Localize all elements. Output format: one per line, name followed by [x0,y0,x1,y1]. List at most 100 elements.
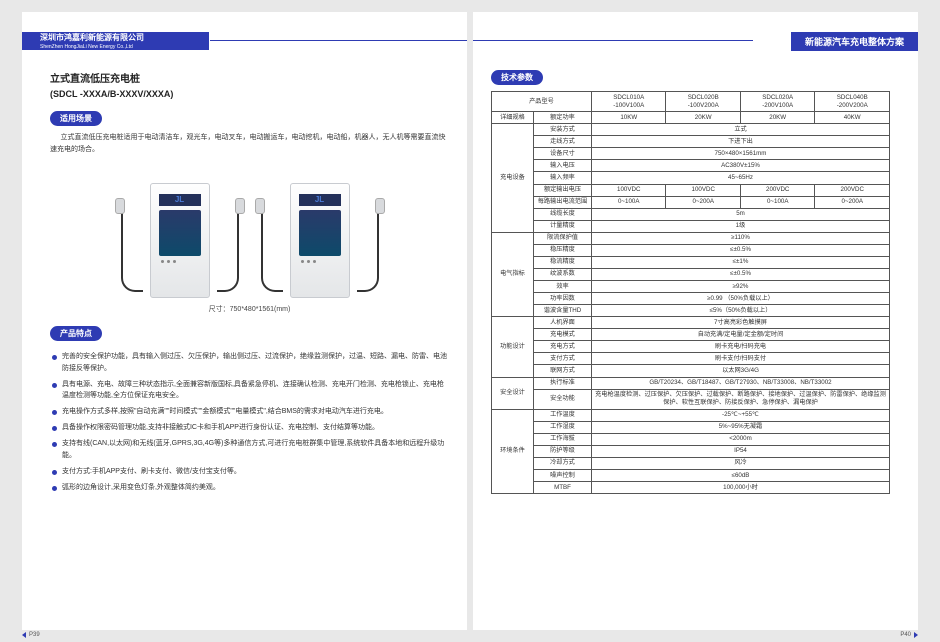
spec-cell: 风冷 [592,457,890,469]
feature-item: 支持有线(CAN,以太网)和无线(蓝牙,GPRS,3G,4G等)多种通信方式,可… [50,438,449,462]
spec-cell: ≤±0.5% [592,244,890,256]
spec-param: 支付方式 [534,353,592,365]
features-list: 完善的安全保护功能，具有输入侧过压、欠压保护，输出侧过压、过流保护，绝缘监测保护… [50,351,449,494]
spec-cell: -25℃~+55℃ [592,409,890,421]
feature-item: 完善的安全保护功能，具有输入侧过压、欠压保护，输出侧过压、过流保护，绝缘监测保护… [50,351,449,375]
spec-cell: 0~100A [592,196,666,208]
spec-param: 谐波含量THD [534,305,592,317]
page-number-left: P39 [22,632,40,638]
right-content: 技术参数 产品型号SDCL010A-100V100ASDCL020B-100V2… [491,70,890,494]
spec-param: 功率因数 [534,293,592,305]
tech-pill: 技术参数 [491,70,543,85]
spec-cat: 电气指标 [492,232,534,316]
spec-param: 联网方式 [534,365,592,377]
spec-cell: 刷卡充电/扫码充电 [592,341,890,353]
spec-cell: IP54 [592,445,890,457]
spec-param: MTBF [534,482,592,494]
spec-param: 人机界面 [534,317,592,329]
charger-image-2: JL [265,168,375,298]
spec-cell: 刷卡支付/扫码支付 [592,353,890,365]
page-left: 深圳市鸿嘉利新能源有限公司 ShenZhen HongJiaLi New Ene… [22,12,467,630]
header-right: 新能源汽车充电整体方案 [473,32,918,50]
spec-table: 产品型号SDCL010A-100V100ASDCL020B-100V200ASD… [491,91,890,494]
spec-param: 防护等级 [534,445,592,457]
spec-cell: GB/T20234、GB/T18487、GB/T27930、NB/T33008、… [592,377,890,389]
spec-cell: 立式 [592,124,890,136]
spec-cell: 以太网3G/4G [592,365,890,377]
spec-cat: 功能设计 [492,317,534,377]
spec-param: 稳流精度 [534,256,592,268]
spec-param: 效率 [534,281,592,293]
product-model: (SDCL -XXXA/B-XXXV/XXXA) [50,89,449,99]
spec-param: 设备尺寸 [534,148,592,160]
spec-cell: ≤60dB [592,470,890,482]
spec-param: 限流保护值 [534,232,592,244]
spec-cell: 0~100A [740,196,814,208]
spec-cell: 0~200A [815,196,890,208]
spec-model-col: SDCL040B-200V200A [815,92,890,112]
header-rule [210,40,467,41]
dimension-text: 尺寸：750*480*1561(mm) [50,304,449,314]
spec-param: 充电模式 [534,329,592,341]
spec-cell: ≥92% [592,281,890,293]
spec-param: 纹波系数 [534,268,592,280]
header-left: 深圳市鸿嘉利新能源有限公司 ShenZhen HongJiaLi New Ene… [22,32,467,50]
spec-cell: 自动充满/定电量/定金额/定时间 [592,329,890,341]
triangle-left-icon [22,632,26,638]
spec-cell: 100VDC [592,184,666,196]
triangle-right-icon [914,632,918,638]
solution-title: 新能源汽车充电整体方案 [791,32,918,51]
spec-cell: <2000m [592,433,890,445]
page-right: 新能源汽车充电整体方案 技术参数 产品型号SDCL010A-100V100ASD… [473,12,918,630]
feature-item: 具备操作权限密码管理功能,支持非接触式IC卡和手机APP进行身份认证、充电控制、… [50,422,449,434]
spec-param: 每路输出电流范围 [534,196,592,208]
spec-cell: 45~65Hz [592,172,890,184]
page-number-right: P40 [900,632,918,638]
spec-model-col: SDCL010A-100V100A [592,92,666,112]
feature-item: 支付方式:手机APP支付、刷卡支付、微信/支付宝支付等。 [50,466,449,478]
spec-cell: 1级 [592,220,890,232]
spec-cell: ≤±1% [592,256,890,268]
spec-param: 执行标准 [534,377,592,389]
spec-param: 冷却方式 [534,457,592,469]
charger-image-1: JL [125,168,235,298]
spec-cell: 750×480×1561mm [592,148,890,160]
spec-cell: 100,000小时 [592,482,890,494]
spec-cell: 7寸高亮彩色触摸屏 [592,317,890,329]
spec-param: 稳压精度 [534,244,592,256]
spec-param: 噪声控制 [534,470,592,482]
spec-cell: 0~200A [666,196,740,208]
spec-param: 计量精度 [534,220,592,232]
product-title: 立式直流低压充电桩 [50,70,449,85]
feature-item: 具有电源、充电、故障三种状态指示,全面兼容新版国标,具备紧急停机、连接确认检测、… [50,379,449,403]
spec-cell: ≤±0.5% [592,268,890,280]
spec-head-model: 产品型号 [492,92,592,112]
header-rule-right [473,40,753,41]
spec-param: 走线方式 [534,136,592,148]
spec-param: 额定输出电压 [534,184,592,196]
spec-param: 工作湿度 [534,421,592,433]
spec-cell: 200VDC [740,184,814,196]
spec-cell: 200VDC [815,184,890,196]
spec-cat: 详细规格 [492,112,534,124]
spec-param: 输入电压 [534,160,592,172]
company-en: ShenZhen HongJiaLi New Energy Co.,Ltd [40,44,144,50]
spec-cat: 环境条件 [492,409,534,493]
spec-cell: 100VDC [666,184,740,196]
spec-cell: 10KW [592,112,666,124]
spec-model-col: SDCL020A-200V100A [740,92,814,112]
spec-param: 额定功率 [534,112,592,124]
feature-item: 弧形的边角设计,采用变色灯条,外观整体简约美观。 [50,482,449,494]
spec-param: 线缆长度 [534,208,592,220]
spec-cell: ≥0.99 （50%负载以上） [592,293,890,305]
spec-param: 安全功能 [534,389,592,409]
spec-param: 工作温度 [534,409,592,421]
spec-param: 输入频率 [534,172,592,184]
spec-param: 安装方式 [534,124,592,136]
company-zh: 深圳市鸿嘉利新能源有限公司 [40,32,144,43]
left-content: 立式直流低压充电桩 (SDCL -XXXA/B-XXXV/XXXA) 适用场景 … [50,70,449,498]
spec-cell: 40KW [815,112,890,124]
product-images: JL JL [50,168,449,298]
spec-cell: ≤5%（50%负载以上） [592,305,890,317]
spec-cell: 20KW [740,112,814,124]
